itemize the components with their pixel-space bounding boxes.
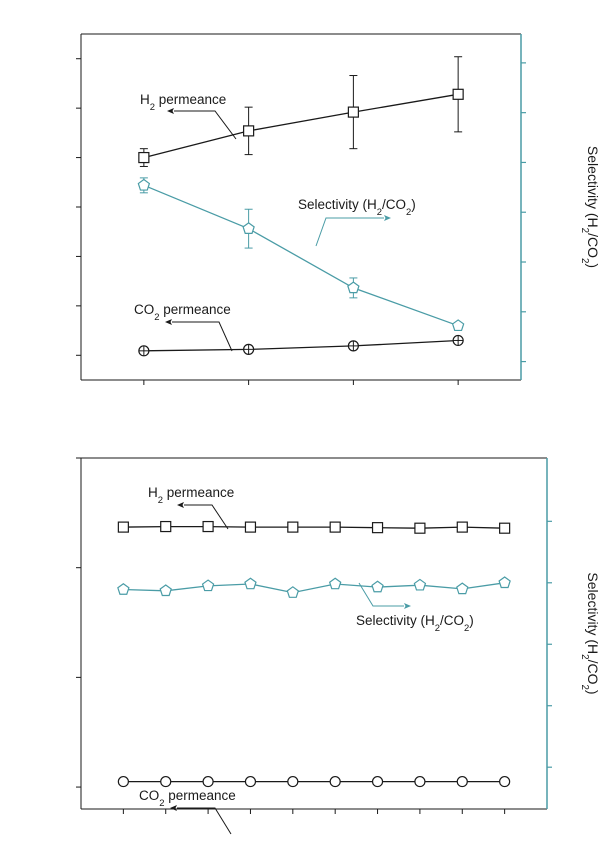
- series-2: [117, 576, 511, 598]
- data-point: [499, 775, 511, 788]
- annotation-h2-arrow: [167, 108, 174, 114]
- data-point: [414, 775, 426, 788]
- data-point: [202, 520, 214, 533]
- annotation-co2: CO2 permeance: [139, 788, 236, 835]
- series-0: [117, 520, 511, 534]
- annotation-h2-leader: [174, 110, 237, 140]
- series-line: [143, 184, 459, 327]
- series-line: [143, 339, 459, 352]
- annotation-sel-label: Selectivity (H2/CO2): [356, 613, 474, 634]
- data-point: [138, 151, 150, 164]
- data-point: [117, 775, 129, 788]
- data-point: [413, 578, 427, 591]
- annotation-co2-arrow: [165, 319, 172, 325]
- annotation-co2-label: CO2 permeance: [134, 302, 231, 323]
- data-point: [452, 88, 464, 100]
- annotation-h2: H2 permeance: [148, 485, 234, 530]
- data-point: [371, 580, 384, 593]
- annotation-co2-leader: [177, 807, 232, 835]
- data-point: [286, 586, 300, 598]
- data-point: [242, 222, 255, 234]
- annotation-sel: Selectivity (H2/CO2): [298, 197, 416, 247]
- annotation-h2: H2 permeance: [140, 92, 237, 140]
- data-point: [117, 583, 130, 595]
- series-1: [138, 334, 464, 357]
- annotation-sel-label: Selectivity (H2/CO2): [298, 197, 416, 218]
- data-point: [244, 521, 257, 533]
- data-point: [456, 775, 468, 788]
- data-point: [451, 319, 465, 332]
- data-point: [243, 125, 255, 137]
- data-point: [201, 579, 215, 592]
- data-point: [287, 521, 299, 533]
- annotation-co2-label: CO2 permeance: [139, 788, 236, 809]
- data-point: [456, 521, 468, 533]
- data-point: [160, 775, 172, 788]
- annotation-h2-leader: [184, 504, 229, 530]
- y2-axis-label: Selectivity (H2/CO2): [580, 146, 600, 268]
- data-point: [137, 178, 151, 191]
- annotation-co2-arrow: [170, 805, 177, 811]
- series-line: [143, 93, 459, 159]
- data-point: [244, 775, 257, 788]
- data-point: [160, 520, 172, 533]
- series-line: [123, 525, 505, 529]
- data-point: [159, 584, 172, 597]
- panel-b: Selectivity (H2/CO2) H2 permeance Selectiv…: [76, 457, 600, 835]
- data-point: [499, 522, 511, 534]
- data-point: [117, 521, 129, 533]
- panel-a: Selectivity (H2/CO2) H2 permeance Selectiv…: [76, 33, 600, 385]
- data-point: [347, 281, 360, 294]
- data-point: [202, 775, 214, 788]
- data-point: [347, 340, 359, 352]
- data-point: [347, 106, 359, 118]
- data-point: [138, 345, 150, 357]
- annotation-sel: Selectivity (H2/CO2): [356, 582, 474, 634]
- data-point: [243, 343, 255, 355]
- series-line: [123, 582, 505, 594]
- series-0: [138, 56, 464, 167]
- data-point: [329, 775, 341, 788]
- annotation-co2: CO2 permeance: [134, 302, 233, 352]
- series-2: [137, 177, 465, 332]
- annotation-h2-label: H2 permeance: [140, 92, 226, 113]
- y2-axis-label: Selectivity (H2/CO2): [580, 572, 600, 694]
- annotation-h2-label: H2 permeance: [148, 485, 234, 506]
- data-point: [329, 521, 341, 533]
- annotation-co2-leader: [172, 321, 233, 352]
- data-point: [456, 582, 469, 595]
- data-point: [498, 576, 511, 589]
- annotation-h2-arrow: [177, 502, 184, 508]
- annotation-sel-arrow: [384, 215, 391, 221]
- annotation-sel-leader: [315, 217, 384, 247]
- data-point: [287, 775, 299, 788]
- data-point: [414, 522, 426, 534]
- data-point: [328, 577, 342, 590]
- data-point: [452, 334, 464, 347]
- annotation-sel-leader: [358, 582, 404, 607]
- annotation-sel-arrow: [404, 603, 411, 609]
- data-point: [371, 522, 384, 534]
- data-point: [244, 577, 257, 590]
- data-point: [371, 775, 384, 788]
- series-1: [117, 775, 511, 788]
